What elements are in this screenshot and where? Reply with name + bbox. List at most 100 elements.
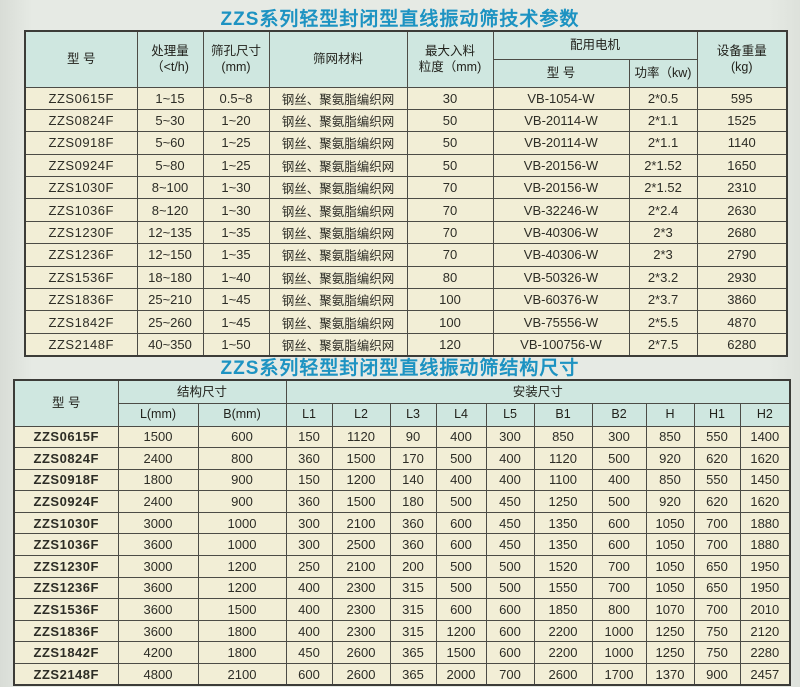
value-cell: 1370 (645, 663, 695, 686)
value-cell: 钢丝、聚氨脂编织网 (268, 86, 408, 110)
value-cell: 365 (389, 641, 437, 665)
structural-dimensions-table: 型 号 结构尺寸 安装尺寸 L(mm) B(mm) L1 L2 L3 L4 L5… (13, 379, 792, 687)
value-cell: 1450 (739, 468, 791, 492)
col-header-motor-group: 配用电机 (492, 30, 698, 60)
model-cell: ZZS1536F (13, 598, 119, 621)
value-cell: 3600 (117, 576, 199, 600)
value-cell: 钢丝、聚氨脂编织网 (268, 153, 408, 178)
model-cell: ZZS1836F (13, 619, 119, 643)
value-cell: 2*3 (628, 220, 698, 245)
value-cell: 650 (693, 576, 741, 600)
col-header-model: 型 号 (24, 30, 138, 88)
value-cell: 80 (406, 265, 494, 290)
value-cell: 850 (533, 425, 593, 449)
value-cell: 6280 (696, 332, 788, 357)
value-cell: 1~35 (202, 220, 270, 245)
value-cell: 2*1.52 (628, 153, 698, 178)
model-cell: ZZS1030F (13, 511, 119, 535)
col-header-mesh-material: 筛网材料 (268, 30, 408, 88)
table-row: ZZS1836F 25~210 1~45 钢丝、聚氨脂编织网 100 VB-60376-W… (24, 288, 788, 312)
value-cell: 2457 (739, 663, 791, 686)
value-cell: 1550 (533, 576, 593, 600)
value-cell: 1~45 (202, 288, 270, 312)
value-cell: 1500 (331, 447, 391, 470)
value-cell: 2*3.2 (628, 265, 698, 290)
value-cell: 钢丝、聚氨脂编织网 (268, 220, 408, 245)
value-cell: 700 (693, 511, 741, 535)
value-cell: 1500 (435, 641, 487, 665)
value-cell: 2000 (435, 663, 487, 686)
value-cell: 2100 (197, 663, 287, 686)
value-cell: 600 (435, 533, 487, 557)
value-cell: 1500 (197, 598, 287, 621)
value-cell: 1525 (696, 108, 788, 133)
col-header-max-feed-size: 最大入料 粒度（mm) (406, 30, 494, 88)
value-cell: 315 (389, 576, 437, 600)
table-row: ZZS0924F 2400 900 360 1500 180 500 450 1250 500 92… (13, 490, 791, 513)
col-header-L3: L3 (389, 402, 437, 427)
value-cell: 2*5.5 (628, 310, 698, 334)
table-row: ZZS1842F 4200 1800 450 2600 365 1500 600 2200 100… (13, 641, 791, 665)
value-cell: 1~40 (202, 265, 270, 290)
value-cell: 400 (435, 425, 487, 449)
value-cell: 4200 (117, 641, 199, 665)
value-cell: 2300 (331, 598, 391, 621)
value-cell: 600 (591, 533, 647, 557)
model-cell: ZZS0918F (13, 468, 119, 492)
model-cell: ZZS1230F (13, 555, 119, 578)
value-cell: 1200 (435, 619, 487, 643)
col-header-H2: H2 (739, 402, 791, 427)
value-cell: 600 (197, 425, 287, 449)
value-cell: 600 (485, 598, 535, 621)
value-cell: 700 (693, 533, 741, 557)
value-cell: 620 (693, 447, 741, 470)
value-cell: 3600 (117, 533, 199, 557)
value-cell: 750 (693, 619, 741, 643)
table-row: ZZS2148F 4800 2100 600 2600 365 2000 700 2600 170… (13, 663, 791, 686)
value-cell: 2*1.1 (628, 108, 698, 133)
value-cell: 2*3.7 (628, 288, 698, 312)
value-cell: 650 (693, 555, 741, 578)
value-cell: 140 (389, 468, 437, 492)
value-cell: 1~25 (202, 131, 270, 155)
model-cell: ZZS0824F (13, 447, 119, 470)
value-cell: 2400 (117, 490, 199, 513)
col-header-L: L(mm) (117, 402, 199, 427)
col-header-L2: L2 (331, 402, 391, 427)
model-cell: ZZS1236F (13, 576, 119, 600)
value-cell: 1~15 (136, 86, 204, 110)
value-cell: 2010 (739, 598, 791, 621)
value-cell: 1350 (533, 511, 593, 535)
value-cell: 150 (285, 425, 333, 449)
value-cell: 550 (693, 468, 741, 492)
value-cell: 920 (645, 490, 695, 513)
value-cell: 1400 (739, 425, 791, 449)
value-cell: 1650 (696, 153, 788, 178)
structural-dimensions-header: 型 号 结构尺寸 安装尺寸 L(mm) B(mm) L1 L2 L3 L4 L5… (13, 379, 791, 427)
table-row: ZZS0615F 1~15 0.5~8 钢丝、聚氨脂编织网 30 VB-1054-W 2*0… (24, 86, 788, 110)
table-row: ZZS1230F 12~135 1~35 钢丝、聚氨脂编织网 70 VB-40306-W 2… (24, 220, 788, 245)
value-cell: 4870 (696, 310, 788, 334)
col-header-model: 型 号 (13, 379, 119, 427)
value-cell: 2600 (331, 663, 391, 686)
col-header-L4: L4 (435, 402, 487, 427)
value-cell: 400 (285, 619, 333, 643)
value-cell: 300 (285, 511, 333, 535)
value-cell: 钢丝、聚氨脂编织网 (268, 243, 408, 267)
value-cell: 400 (485, 447, 535, 470)
value-cell: 1800 (117, 468, 199, 492)
value-cell: 钢丝、聚氨脂编织网 (268, 131, 408, 155)
value-cell: 500 (485, 555, 535, 578)
value-cell: 400 (485, 468, 535, 492)
value-cell: 1000 (591, 619, 647, 643)
structural-dimensions-title: ZZS系列轻型封闭型直线振动筛结构尺寸 (220, 358, 580, 379)
value-cell: 1700 (591, 663, 647, 686)
value-cell: 250 (285, 555, 333, 578)
value-cell: 1500 (117, 425, 199, 449)
value-cell: 750 (693, 641, 741, 665)
table-row: ZZS1536F 18~180 1~40 钢丝、聚氨脂编织网 80 VB-50326-W 2… (24, 265, 788, 290)
col-header-motor-model: 型 号 (492, 58, 630, 88)
table-row: ZZS1030F 8~100 1~30 钢丝、聚氨脂编织网 70 VB-20156-W 2*… (24, 176, 788, 200)
value-cell: 2680 (696, 220, 788, 245)
